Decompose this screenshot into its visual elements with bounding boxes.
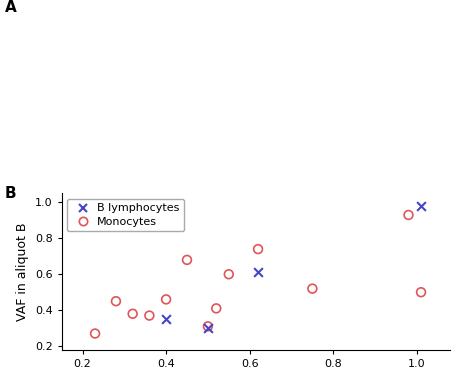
Point (204, 325, 212, 331)
Point (254, 269, 262, 275)
Point (91, 331, 99, 337)
Point (129, 311, 137, 317)
Text: A: A (5, 0, 17, 15)
Point (225, 271, 233, 277)
Point (162, 296, 170, 302)
Legend: B lymphocytes, Monocytes: B lymphocytes, Monocytes (67, 199, 184, 231)
Point (146, 312, 153, 318)
Point (204, 323, 212, 329)
Text: B: B (5, 186, 17, 201)
Point (254, 246, 262, 252)
Point (183, 257, 191, 263)
Point (162, 316, 170, 322)
Point (212, 305, 220, 311)
Y-axis label: VAF in aliquot B: VAF in aliquot B (16, 222, 29, 321)
Point (112, 298, 120, 304)
Point (417, 203, 425, 209)
Point (405, 212, 412, 218)
Point (417, 289, 425, 295)
Point (309, 286, 316, 292)
